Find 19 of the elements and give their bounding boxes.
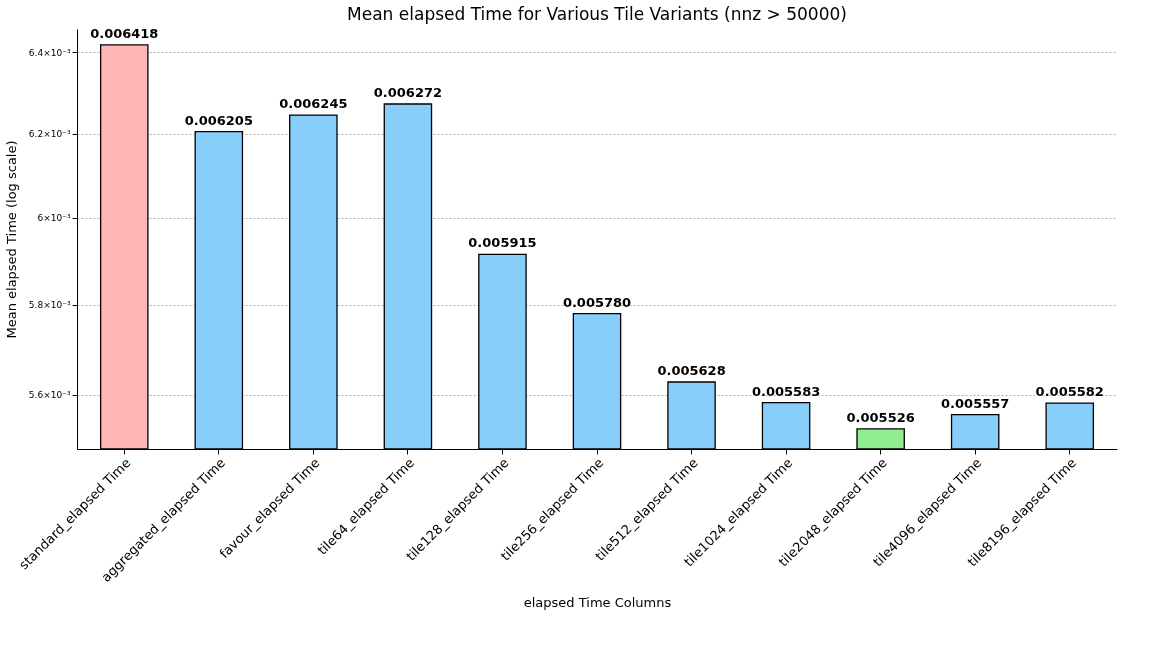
x-axis-title: elapsed Time Columns	[523, 594, 672, 610]
data-label: 0.005583	[751, 383, 821, 399]
data-label: 0.005915	[468, 235, 537, 251]
y-tick-label: 6.2×10⁻³	[28, 129, 71, 140]
data-label: 0.006245	[279, 96, 348, 112]
chart-title: Mean elapsed Time for Various Tile Variants (nnz > 50000)	[347, 3, 847, 24]
data-label: 0.005557	[941, 395, 1010, 411]
data-label: 0.006205	[184, 112, 253, 128]
data-label: 0.005780	[562, 294, 632, 310]
y-tick-label: 5.8×10⁻³	[28, 300, 71, 311]
data-label: 0.005582	[1035, 384, 1104, 400]
y-axis-title: Mean elapsed Time (log scale)	[3, 140, 19, 339]
y-tick-label: 6×10⁻³	[37, 213, 71, 224]
data-label: 0.005628	[657, 363, 726, 379]
data-label: 0.006272	[373, 85, 443, 100]
y-tick-label: 6.4×10⁻³	[28, 47, 71, 58]
data-label: 0.005526	[846, 409, 915, 425]
data-label: 0.006418	[90, 25, 159, 41]
y-tick-label: 5.6×10⁻³	[28, 390, 71, 401]
